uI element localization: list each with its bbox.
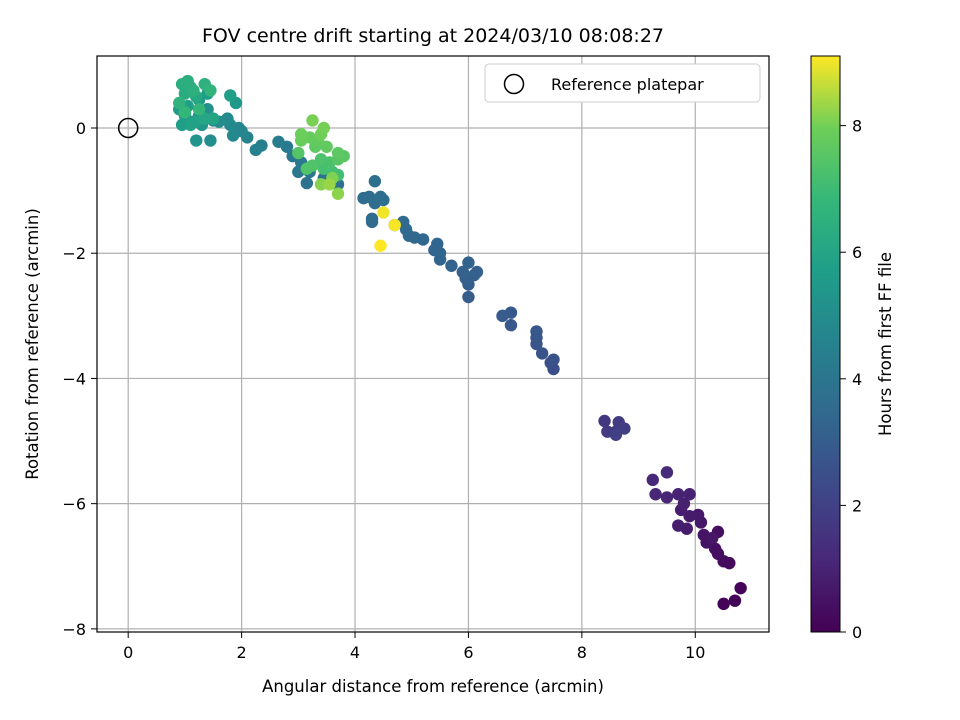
plot-frame	[96, 55, 770, 633]
data-point	[377, 193, 390, 207]
colorbar-tick-label: 6	[852, 243, 862, 262]
data-point	[175, 118, 189, 132]
data-point	[249, 143, 262, 157]
colorbar-label: Hours from first FF file	[876, 252, 895, 436]
y-axis-ticks: 0 −2 −4 −6 −8	[62, 119, 97, 639]
reference-platepar-marker	[117, 117, 139, 139]
data-point	[190, 134, 203, 147]
data-point	[609, 428, 623, 441]
colorbar-ticks: 0 2 4 6 8	[840, 117, 862, 642]
data-point	[377, 206, 390, 219]
data-point	[363, 190, 376, 204]
data-point	[646, 473, 659, 487]
y-tick-label: 0	[76, 119, 86, 138]
data-point	[368, 175, 382, 188]
y-axis-label: Rotation from reference (arcmin)	[23, 208, 42, 480]
colorbar-gradient	[810, 55, 841, 633]
data-point	[204, 84, 217, 97]
x-tick-label: 8	[577, 643, 587, 662]
data-point	[496, 309, 509, 323]
x-axis-label: Angular distance from reference (arcmin)	[262, 677, 604, 696]
data-point	[300, 176, 314, 190]
data-point	[314, 153, 328, 166]
data-point	[331, 187, 345, 200]
colorbar-tick-label: 4	[852, 370, 862, 389]
colorbar: 0 2 4 6 8 Hours from first FF file	[810, 55, 895, 642]
colorbar-tick-label: 8	[852, 117, 862, 136]
x-tick-label: 10	[685, 643, 705, 662]
data-point	[365, 215, 379, 229]
colorbar-tick-label: 0	[852, 623, 862, 642]
data-point	[207, 112, 220, 125]
data-point	[462, 290, 475, 304]
data-point	[734, 581, 747, 595]
data-point	[660, 491, 674, 504]
data-points	[173, 74, 747, 611]
data-point	[173, 96, 186, 110]
data-point	[706, 531, 719, 545]
y-tick-label: −4	[62, 369, 86, 388]
data-point	[178, 106, 192, 119]
colorbar-tick-label: 2	[852, 496, 862, 515]
data-point	[294, 128, 308, 141]
legend-marker	[503, 73, 525, 95]
data-point	[660, 466, 674, 479]
data-point	[374, 239, 387, 252]
data-point	[431, 237, 444, 251]
data-point	[677, 497, 691, 510]
legend-label: Reference platepar	[551, 75, 704, 94]
y-tick-label: −8	[62, 620, 86, 639]
data-point	[314, 178, 328, 191]
data-point	[323, 178, 336, 191]
data-point	[320, 140, 333, 153]
x-tick-label: 6	[463, 643, 473, 662]
data-point	[708, 542, 722, 555]
data-point	[272, 135, 285, 148]
plot-area	[97, 56, 769, 632]
data-point	[331, 146, 345, 160]
data-point	[300, 162, 314, 175]
data-point	[181, 74, 194, 88]
y-tick-label: −6	[62, 495, 86, 514]
data-point	[470, 265, 484, 279]
data-point	[292, 146, 305, 160]
data-point	[618, 422, 631, 435]
y-tick-label: −2	[62, 244, 86, 263]
data-point	[535, 347, 549, 360]
grid-lines	[97, 56, 769, 632]
data-point	[445, 259, 458, 272]
data-point	[683, 509, 696, 523]
data-point	[598, 414, 611, 428]
data-point	[649, 488, 662, 501]
x-tick-label: 2	[237, 643, 247, 662]
legend-box	[484, 63, 761, 103]
data-point	[224, 89, 237, 102]
data-point	[462, 256, 475, 269]
data-point	[204, 134, 217, 147]
data-point	[187, 84, 200, 97]
data-point	[530, 325, 543, 338]
data-point	[192, 103, 206, 116]
x-tick-label: 4	[350, 643, 360, 662]
data-point	[317, 121, 331, 135]
legend: Reference platepar	[484, 63, 761, 103]
data-point	[184, 118, 197, 132]
data-point	[198, 112, 211, 125]
data-point	[306, 114, 319, 127]
x-tick-label: 0	[123, 643, 133, 662]
data-point	[456, 265, 469, 279]
data-point	[717, 597, 730, 611]
data-point	[672, 519, 685, 532]
data-point	[388, 218, 401, 232]
x-axis-ticks: 0 2 4 6 8 10	[123, 632, 705, 662]
data-point	[683, 488, 696, 501]
data-point	[728, 594, 742, 607]
chart-title: FOV centre drift starting at 2024/03/10 …	[202, 25, 664, 47]
data-point	[504, 319, 518, 332]
data-point	[672, 488, 685, 501]
data-point	[547, 353, 560, 366]
data-point	[226, 129, 240, 142]
